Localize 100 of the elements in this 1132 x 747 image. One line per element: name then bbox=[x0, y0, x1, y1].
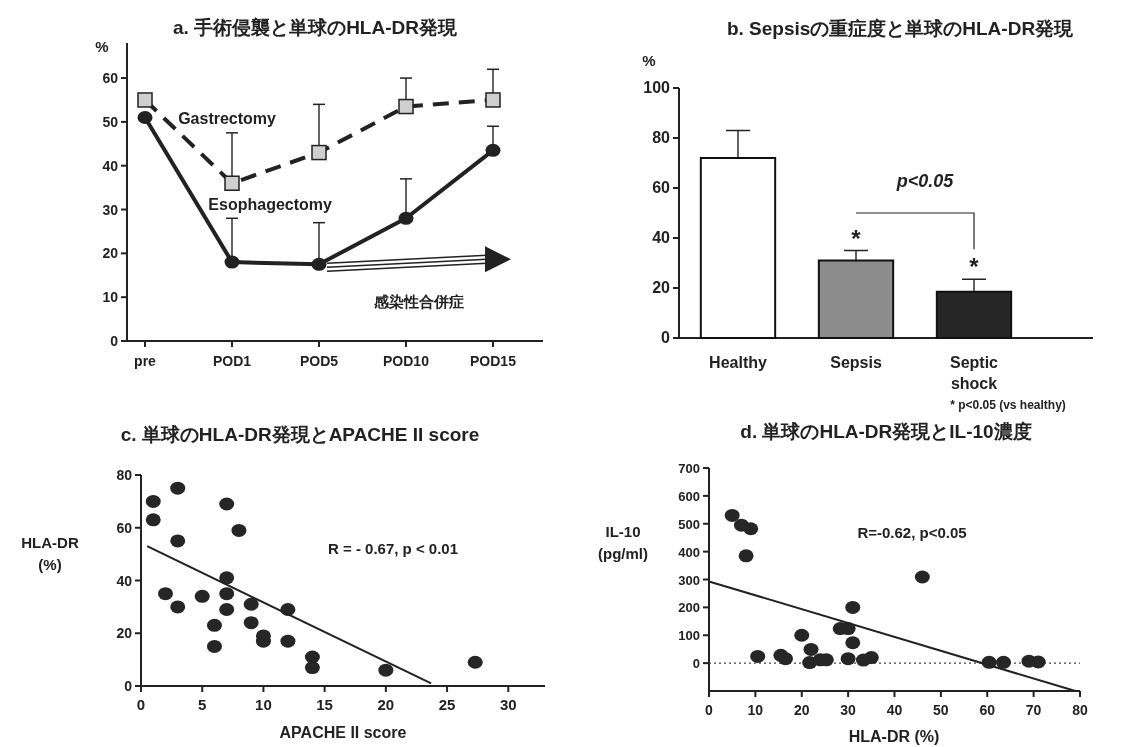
point bbox=[219, 587, 235, 601]
point bbox=[243, 597, 259, 611]
point bbox=[845, 636, 861, 650]
point bbox=[467, 655, 483, 669]
point bbox=[194, 589, 210, 603]
y-tick-label: 20 bbox=[116, 625, 133, 642]
point bbox=[243, 616, 259, 630]
x-axis-title: HLA-DR (%) bbox=[848, 728, 940, 745]
point bbox=[145, 494, 161, 508]
x-tick-label: Sepsis bbox=[830, 354, 882, 371]
point bbox=[485, 143, 501, 157]
point bbox=[914, 570, 930, 584]
point bbox=[995, 655, 1011, 669]
chart-title: a. 手術侵襲と単球のHLA-DR発現 bbox=[173, 17, 458, 38]
x-tick-label: 30 bbox=[499, 696, 517, 713]
y-tick-label: 60 bbox=[116, 519, 133, 536]
x-tick-label: POD10 bbox=[383, 353, 430, 369]
x-tick-label: 80 bbox=[1072, 702, 1088, 718]
y-tick-label: 0 bbox=[661, 329, 671, 346]
point bbox=[845, 600, 861, 614]
x-tick-label: 70 bbox=[1025, 702, 1042, 718]
text: * p<0.05 (vs healthy) bbox=[950, 398, 1066, 412]
y-tick-label: 50 bbox=[102, 113, 119, 130]
y-tick-label: 20 bbox=[102, 245, 119, 262]
y-tick-label: 300 bbox=[678, 572, 700, 588]
x-tick-label: POD5 bbox=[299, 353, 339, 369]
point bbox=[304, 661, 320, 675]
y-tick-label: 0 bbox=[692, 656, 700, 672]
point bbox=[219, 497, 235, 511]
annotation: R=-0.62, p<0.05 bbox=[857, 524, 967, 541]
y-tick-label: 200 bbox=[678, 600, 700, 616]
point bbox=[219, 571, 235, 585]
x-tick-label: 10 bbox=[747, 702, 764, 718]
point bbox=[145, 513, 161, 527]
point bbox=[724, 508, 740, 522]
y-axis-title: HLA-DR (%) bbox=[21, 534, 79, 573]
annotation: * bbox=[969, 253, 980, 281]
point bbox=[170, 600, 186, 614]
point bbox=[778, 652, 794, 666]
point bbox=[398, 211, 414, 225]
x-tick-label: 60 bbox=[979, 702, 996, 718]
point bbox=[485, 92, 501, 108]
point bbox=[137, 92, 153, 108]
point bbox=[378, 663, 394, 677]
y-tick-label: 700 bbox=[678, 461, 700, 476]
point bbox=[206, 639, 222, 653]
point bbox=[863, 651, 879, 665]
annotation: * bbox=[851, 224, 862, 252]
point bbox=[206, 618, 222, 632]
point bbox=[304, 650, 320, 664]
point bbox=[137, 111, 153, 124]
y-tick-label: 400 bbox=[678, 544, 700, 560]
point bbox=[219, 603, 235, 617]
series-label: Esophagectomy bbox=[208, 195, 333, 213]
y-tick-label: 10 bbox=[102, 289, 119, 306]
point bbox=[170, 534, 186, 548]
point bbox=[170, 481, 186, 495]
annotation: R = - 0.67, p < 0.01 bbox=[327, 540, 459, 557]
y-tick-label: 40 bbox=[102, 157, 119, 174]
x-tick-label: 40 bbox=[886, 702, 903, 718]
point bbox=[311, 257, 327, 271]
point bbox=[840, 652, 856, 666]
point bbox=[224, 255, 240, 269]
y-axis-title: % bbox=[642, 52, 656, 69]
x-tick-label: 25 bbox=[438, 696, 456, 713]
x-tick-label: 0 bbox=[705, 702, 714, 718]
x-tick-label: 5 bbox=[198, 696, 207, 713]
point bbox=[224, 175, 240, 191]
annotation: 感染性合併症 bbox=[373, 293, 464, 311]
y-tick-label: 40 bbox=[116, 572, 133, 589]
x-axis-title: APACHE II score bbox=[279, 724, 407, 741]
x-tick-label: 50 bbox=[933, 702, 949, 718]
x-tick-label: 10 bbox=[255, 696, 272, 713]
point bbox=[398, 98, 414, 115]
y-tick-label: 30 bbox=[102, 201, 119, 218]
point bbox=[157, 587, 173, 601]
y-axis-title: IL-10 (pg/ml) bbox=[598, 523, 648, 562]
y-tick-label: 600 bbox=[678, 488, 700, 504]
x-tick-label: 0 bbox=[136, 696, 146, 713]
y-tick-label: 500 bbox=[678, 516, 700, 532]
bar bbox=[817, 259, 895, 339]
x-tick-label: Septic shock bbox=[949, 354, 999, 392]
point bbox=[743, 522, 759, 536]
x-tick-label: POD15 bbox=[470, 353, 517, 369]
point bbox=[794, 628, 810, 642]
series-label: Gastrectomy bbox=[178, 110, 277, 128]
x-tick-label: 20 bbox=[377, 696, 395, 713]
y-tick-label: 80 bbox=[652, 129, 671, 146]
x-tick-label: 30 bbox=[840, 702, 857, 718]
point bbox=[311, 144, 327, 161]
bar bbox=[699, 157, 777, 339]
y-tick-label: 0 bbox=[124, 678, 133, 694]
y-tick-label: 0 bbox=[110, 333, 119, 349]
x-tick-label: 15 bbox=[316, 696, 333, 713]
y-tick-label: 20 bbox=[652, 279, 671, 296]
point bbox=[803, 642, 819, 656]
point bbox=[738, 549, 754, 563]
x-tick-label: Healthy bbox=[709, 354, 767, 371]
x-tick-label: 20 bbox=[793, 702, 810, 718]
point bbox=[231, 523, 247, 537]
